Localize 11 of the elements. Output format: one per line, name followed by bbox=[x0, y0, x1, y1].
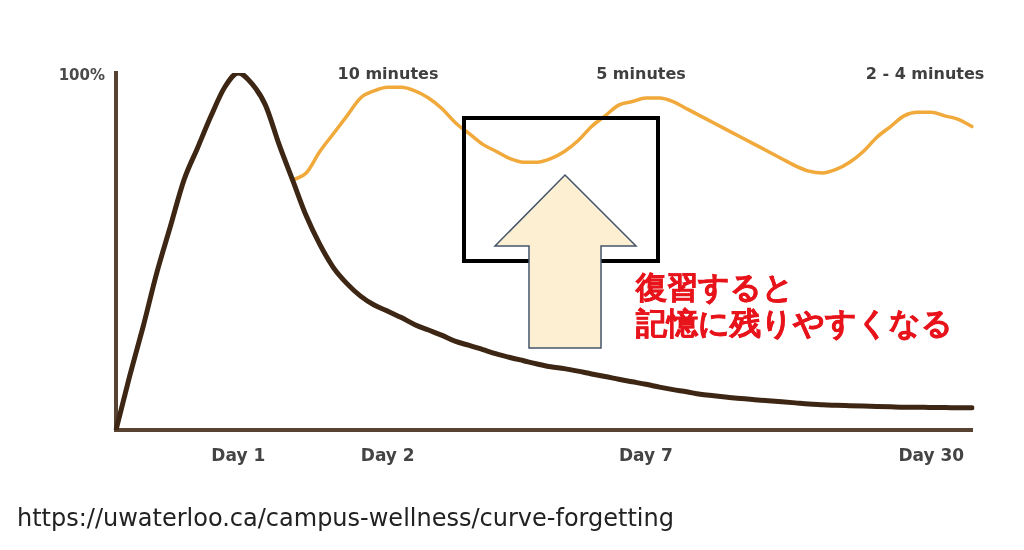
text: 100% bbox=[58, 66, 105, 84]
text: https://uwaterloo.ca/campus-wellness/curve-forgetting bbox=[17, 504, 674, 532]
annotation: 記憶に残りやすくなる bbox=[636, 305, 953, 343]
annotation: 10 minutes bbox=[337, 63, 439, 83]
annotation: 復習すると bbox=[636, 268, 794, 307]
annotation: 5 minutes bbox=[596, 63, 686, 83]
x-tick-label: Day 2 bbox=[360, 444, 415, 465]
x-tick-label: Day 1 bbox=[211, 444, 266, 465]
annotation: 2 - 4 minutes bbox=[865, 63, 985, 83]
x-tick-label: Day 30 bbox=[898, 444, 965, 465]
x-tick-label: Day 7 bbox=[618, 444, 673, 465]
